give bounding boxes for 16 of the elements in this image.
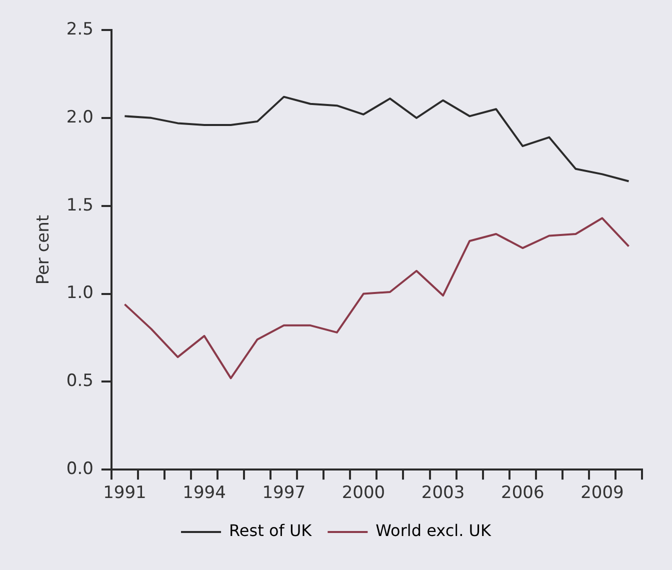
x-tick-label: 1991 bbox=[103, 483, 146, 504]
y-tick-label: 1.5 bbox=[66, 195, 94, 216]
x-tick-label: 1997 bbox=[262, 483, 306, 504]
y-tick-label: 1.0 bbox=[66, 283, 94, 304]
y-axis-title: Per cent bbox=[34, 214, 54, 285]
x-tick-label: 2009 bbox=[580, 483, 624, 504]
legend-label: Rest of UK bbox=[229, 521, 312, 540]
legend-label: World excl. UK bbox=[376, 521, 492, 540]
x-tick-label: 2003 bbox=[421, 483, 465, 504]
x-tick-label: 2006 bbox=[500, 483, 544, 504]
y-tick-label: 2.0 bbox=[66, 107, 94, 128]
y-tick-label: 0.5 bbox=[66, 371, 94, 392]
y-tick-label: 2.5 bbox=[66, 19, 94, 40]
x-tick-label: 2000 bbox=[342, 483, 386, 504]
y-tick-label: 0.0 bbox=[66, 459, 94, 480]
x-tick-label: 1994 bbox=[182, 483, 226, 504]
